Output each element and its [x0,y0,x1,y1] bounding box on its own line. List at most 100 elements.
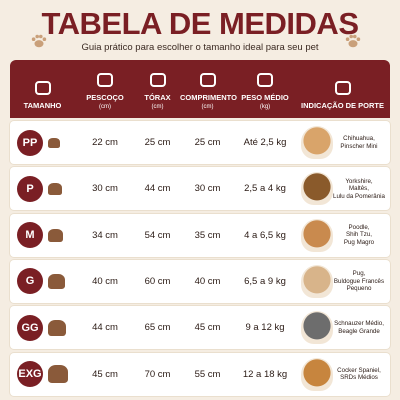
size-badge: M [17,222,43,249]
paw-icon [345,34,361,48]
header-icon [34,81,51,95]
header-cell: PESO MÉDIO (kg) [235,60,295,118]
breed-line: Poodle, [348,223,370,231]
header-unit: (cm) [99,104,111,110]
breed-line: Shih Tzu, [345,231,373,239]
weight-cell: 9 a 12 kg [245,322,285,334]
header-cell: TAMANHO [10,60,75,118]
size-badge: G [17,268,43,295]
header-icon [97,73,113,87]
neck-cell: 30 cm [92,183,118,195]
length-cell: 35 cm [194,229,221,241]
breed-line: Maltês, [349,185,369,193]
table-row: PP 22 cm 25 cm 25 cm Até 2,5 kg Chihuahua, Pin… [10,121,390,164]
neck-cell: 45 cm [92,368,118,380]
header-label: PESO MÉDIO [241,93,289,102]
table-header [10,60,390,118]
dog-photo [301,126,333,159]
dog-photo [301,311,333,345]
header-icon [257,73,273,87]
header-icon [149,73,166,87]
dog-silhouette [48,228,63,242]
length-cell: 45 cm [194,322,221,334]
header-label: COMPRIMENTO [180,93,237,102]
length-cell: 30 cm [194,183,221,195]
chest-cell: 44 cm [144,183,171,195]
breed-cell: Pug, Buldogue Francês Pequeno [327,260,391,303]
table-row: G 40 cm 60 cm 40 cm 6,5 a 9 kg Pug, Buldogue F… [10,259,391,303]
header-unit: (cm) [151,104,164,110]
breed-line: Lulu da Pomerânia [333,192,385,200]
title: TABELA DE MEDIDAS [41,6,360,41]
neck-cell: 44 cm [92,322,118,334]
length-cell: 25 cm [194,137,221,148]
weight-cell: 2,5 a 4 kg [244,183,286,195]
chest-cell: 65 cm [144,322,171,334]
breed-line: Schnauzer Médio, [334,320,384,328]
size-cell: M [10,214,75,257]
breed-cell: Schnauzer Médio, Beagle Grande [327,306,391,349]
weight-cell: 6,5 a 9 kg [244,275,286,287]
breed-cell: Yorkshire, Maltês, Lulu da Pomerânia [327,167,391,210]
chest-cell: 60 cm [144,275,171,287]
neck-cell: 22 cm [92,137,118,148]
table-row: P 30 cm 44 cm 30 cm 2,5 a 4 kg Yorkshire, Malt… [10,167,391,211]
header-cell: INDICAÇÃO DE PORTE [295,60,390,118]
header-unit: (cm) [201,104,214,110]
size-cell: P [10,167,75,210]
chest-cell: 25 cm [144,137,171,148]
size-cell: EXG [10,353,75,396]
dog-photo [301,357,333,391]
breed-cell: Cocker Spaniel, SRDs Médios [327,353,391,396]
breed-line: Chihuahua, [343,135,375,142]
weight-cell: Até 2,5 kg [243,137,287,148]
length-cell: 55 cm [194,368,221,380]
dog-silhouette [48,319,66,336]
dog-photo [301,264,333,298]
header-icon [199,73,216,87]
chest-cell: 54 cm [144,229,171,241]
dog-silhouette [48,137,60,148]
dog-photo [301,172,333,206]
size-badge: PP [17,129,43,156]
paw-icon [31,34,47,48]
header-label: PESCOÇO [86,93,124,102]
breed-cell: Chihuahua, Pinscher Mini [327,121,391,164]
dog-silhouette [48,183,62,195]
breed-line: Pug Magro [343,238,375,246]
neck-cell: 34 cm [92,229,118,241]
breed-line: Cocker Spaniel, [337,366,381,374]
size-cell: G [10,260,75,303]
breed-line: Yorkshire, [345,177,373,185]
size-badge: GG [17,314,43,341]
size-badge: EXG [17,361,43,387]
table-row: EXG 45 cm 70 cm 55 cm 12 a 18 kg Cocker Spani… [10,352,391,396]
length-cell: 40 cm [194,275,221,287]
header-label: TÓRAX [144,93,171,102]
size-cell: GG [10,306,75,349]
header-label: INDICAÇÃO DE PORTE [301,101,384,110]
chest-cell: 70 cm [144,368,171,380]
dog-photo [301,218,333,252]
breed-line: Pequeno [346,285,372,293]
size-cell: PP [10,121,75,164]
breed-line: Pug, [352,270,366,278]
subtitle: Guia prático para escolher o tamanho ide… [81,42,319,53]
size-badge: P [17,175,43,202]
header-unit: (kg) [259,104,271,110]
weight-cell: 4 a 6,5 kg [244,229,286,241]
neck-cell: 40 cm [92,275,118,287]
dog-silhouette [48,365,68,383]
dog-silhouette [48,274,65,289]
breed-line: Pinscher Mini [340,142,378,150]
header-cell: PESCOÇO (cm) [75,60,135,118]
table-row: M 34 cm 54 cm 35 cm 4 a 6,5 kg Poodle, Shih Tz… [10,213,390,257]
header-cell: COMPRIMENTO (cm) [180,60,237,118]
breed-line: Buldogue Francês [333,277,385,285]
breed-line: Beagle Grande [338,327,380,335]
header-icon [334,81,351,95]
header-label: TAMANHO [23,101,62,110]
weight-cell: 12 a 18 kg [242,368,288,380]
breed-line: SRDs Médios [340,374,378,381]
